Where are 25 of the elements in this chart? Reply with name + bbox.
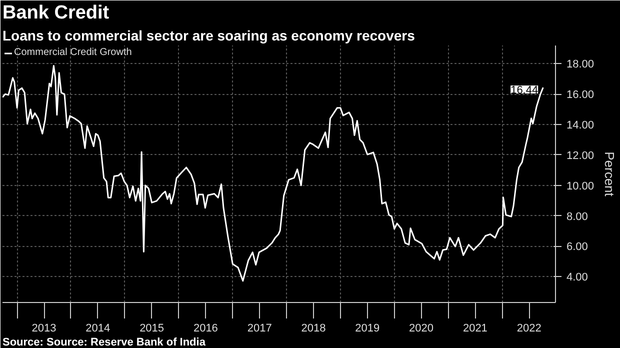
y-tick-label: 14.00 <box>566 120 594 132</box>
x-tick-label: 2016 <box>193 322 218 334</box>
y-tick-label: 12.00 <box>566 150 594 162</box>
x-tick-label: 2014 <box>86 322 110 334</box>
line-series <box>2 64 544 282</box>
chart-title: Bank Credit <box>2 2 110 24</box>
y-tick-label: 16.00 <box>566 89 594 102</box>
x-tick-label: 2021 <box>462 322 488 334</box>
x-tick-label: 2015 <box>140 322 164 334</box>
x-tick-label: 2022 <box>516 322 542 334</box>
y-tick-label: 6.00 <box>566 241 588 254</box>
x-tick-label: 2018 <box>301 322 326 334</box>
y-tick-label: 10.00 <box>566 180 594 192</box>
source-note: Source: Source: Reserve Bank of India <box>2 336 206 348</box>
legend-label: Commercial Credit Growth <box>14 47 132 58</box>
y-tick-label: 4.00 <box>566 272 588 284</box>
x-tick-label: 2013 <box>32 322 56 334</box>
x-tick-label: 2019 <box>355 322 380 334</box>
x-tick-label: 2017 <box>247 322 272 334</box>
y-axis-title: Percent <box>602 152 618 197</box>
y-tick-label: 8.00 <box>566 210 588 223</box>
y-tick-label: 18.00 <box>566 58 594 71</box>
annotation: 16.44 <box>510 84 538 96</box>
chart-subtitle: Loans to commercial sector are soaring as economy recovers <box>2 28 416 44</box>
x-tick-label: 2020 <box>409 322 434 334</box>
